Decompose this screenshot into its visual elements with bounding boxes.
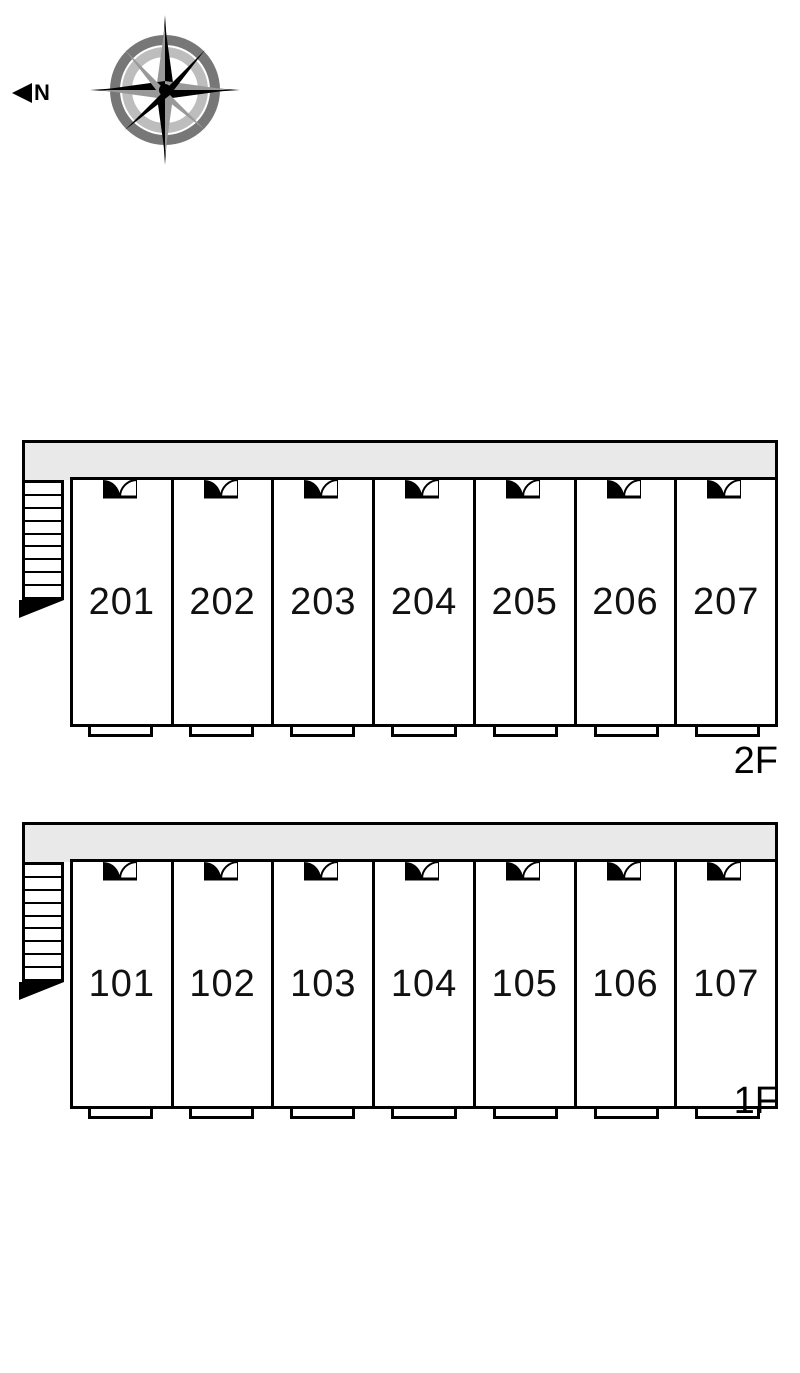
unit-203: 203 xyxy=(274,480,375,724)
door-icon xyxy=(103,859,137,881)
north-indicator: N xyxy=(12,80,51,106)
unit-number: 204 xyxy=(391,581,457,624)
balcony-notch-icon xyxy=(475,727,576,741)
balcony-notch-icon xyxy=(171,727,272,741)
unit-202: 202 xyxy=(174,480,275,724)
unit-107: 107 xyxy=(677,862,775,1106)
balcony-notch-icon xyxy=(677,727,778,741)
corridor xyxy=(22,822,778,862)
door-icon xyxy=(506,859,540,881)
corridor xyxy=(22,440,778,480)
balcony-notch-icon xyxy=(70,1109,171,1123)
unit-number: 203 xyxy=(290,581,356,624)
balcony-row xyxy=(70,1109,778,1123)
unit-number: 104 xyxy=(391,963,457,1006)
unit-number: 206 xyxy=(592,581,658,624)
unit-105: 105 xyxy=(476,862,577,1106)
door-icon xyxy=(405,477,439,499)
unit-number: 103 xyxy=(290,963,356,1006)
floor-label: 1F xyxy=(734,1080,778,1123)
balcony-notch-icon xyxy=(373,1109,474,1123)
unit-104: 104 xyxy=(375,862,476,1106)
door-icon xyxy=(405,859,439,881)
door-icon xyxy=(707,859,741,881)
balcony-row xyxy=(70,727,778,741)
north-label: N xyxy=(34,80,51,106)
unit-number: 105 xyxy=(492,963,558,1006)
door-icon xyxy=(607,859,641,881)
unit-number: 202 xyxy=(189,581,255,624)
unit-201: 201 xyxy=(73,480,174,724)
balcony-notch-icon xyxy=(171,1109,272,1123)
balcony-notch-icon xyxy=(373,727,474,741)
unit-number: 207 xyxy=(693,581,759,624)
door-icon xyxy=(506,477,540,499)
unit-number: 101 xyxy=(89,963,155,1006)
unit-number: 201 xyxy=(89,581,155,624)
unit-102: 102 xyxy=(174,862,275,1106)
units-row: 101 102 103 104 105 106 107 xyxy=(70,859,778,1109)
unit-number: 205 xyxy=(492,581,558,624)
unit-205: 205 xyxy=(476,480,577,724)
staircase-icon xyxy=(22,862,64,982)
unit-207: 207 xyxy=(677,480,775,724)
door-icon xyxy=(204,477,238,499)
balcony-notch-icon xyxy=(475,1109,576,1123)
door-icon xyxy=(607,477,641,499)
unit-106: 106 xyxy=(577,862,678,1106)
unit-204: 204 xyxy=(375,480,476,724)
unit-number: 107 xyxy=(693,963,759,1006)
unit-101: 101 xyxy=(73,862,174,1106)
staircase-icon xyxy=(22,480,64,600)
door-icon xyxy=(204,859,238,881)
unit-103: 103 xyxy=(274,862,375,1106)
door-icon xyxy=(707,477,741,499)
unit-206: 206 xyxy=(577,480,678,724)
north-arrowhead-icon xyxy=(12,83,32,103)
door-icon xyxy=(304,859,338,881)
unit-number: 102 xyxy=(189,963,255,1006)
door-icon xyxy=(304,477,338,499)
balcony-notch-icon xyxy=(576,727,677,741)
compass-rose-icon xyxy=(90,15,240,165)
units-row: 201 202 203 204 205 206 207 xyxy=(70,477,778,727)
balcony-notch-icon xyxy=(576,1109,677,1123)
balcony-notch-icon xyxy=(272,1109,373,1123)
unit-number: 106 xyxy=(592,963,658,1006)
floorplan-canvas: N xyxy=(0,0,800,1373)
balcony-notch-icon xyxy=(272,727,373,741)
floor-label: 2F xyxy=(734,740,778,783)
balcony-notch-icon xyxy=(70,727,171,741)
door-icon xyxy=(103,477,137,499)
